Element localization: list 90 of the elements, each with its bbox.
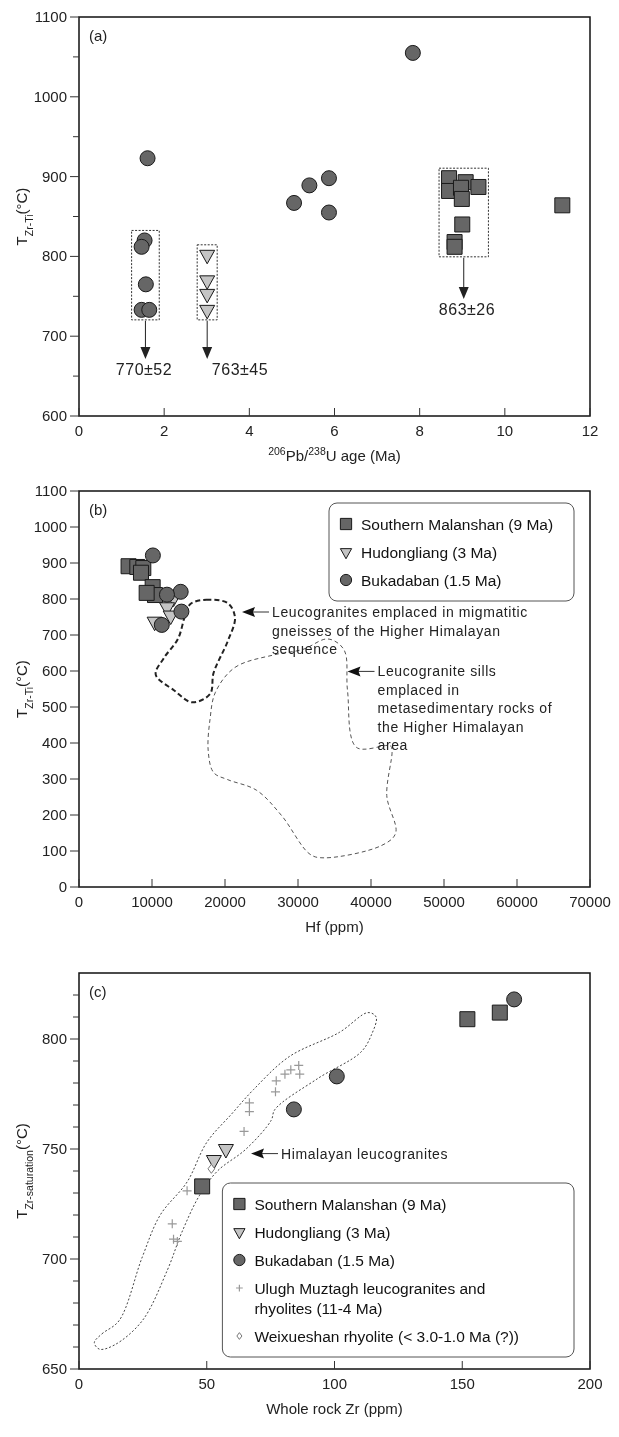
point — [301, 177, 318, 194]
y-tick-label: 1100 — [34, 482, 67, 499]
x-tick-label: 50000 — [423, 893, 465, 910]
point — [286, 194, 303, 211]
x-axis-title: $^{206}$Pb/$^{238}$U age (Ma) — [268, 445, 401, 464]
x-tick-label: 0 — [74, 893, 84, 910]
point — [133, 238, 150, 255]
x-tick-label: 200 — [577, 1375, 603, 1392]
point — [238, 1126, 250, 1137]
y-tick-label: 900 — [41, 554, 67, 571]
y-tick-label: 800 — [41, 1030, 67, 1047]
y-tick-label: 900 — [41, 167, 67, 185]
point — [199, 275, 216, 290]
legend-label: Hudongliang (3 Ma) — [254, 1223, 391, 1241]
point — [320, 204, 337, 221]
x-axis-title: Hf (ppm) — [305, 918, 364, 935]
point — [139, 150, 156, 167]
y-tick-label: 500 — [41, 698, 67, 715]
y-tick-label: 100 — [41, 842, 67, 859]
x-tick-label: 4 — [245, 422, 254, 439]
x-tick-label: 12 — [581, 422, 599, 439]
x-tick-label: 0 — [74, 1375, 84, 1392]
x-tick-label: 2 — [159, 422, 169, 439]
point — [454, 216, 471, 233]
y-tick-label: 600 — [41, 407, 67, 424]
annotation: 770±52 — [115, 361, 173, 379]
legend-label: Bukadaban (1.5 Ma) — [254, 1251, 395, 1269]
point — [199, 249, 216, 265]
legend-label: Southern Malanshan (9 Ma) — [254, 1195, 447, 1213]
y-tick-label: 1000 — [33, 518, 67, 535]
legend-label: Hudongliang (3 Ma) — [361, 543, 498, 561]
x-tick-label: 40000 — [350, 893, 392, 910]
point — [137, 276, 154, 293]
y-tick-label: 1100 — [34, 8, 67, 25]
annotation: Leucogranite sills emplaced in metasedimentary rocks of the Higher Himalayan area — [377, 663, 553, 754]
y-tick-label: 200 — [41, 806, 67, 823]
point — [199, 304, 216, 320]
annotation: (a) — [89, 27, 108, 44]
point — [459, 1011, 476, 1028]
y-tick-label: 800 — [41, 247, 67, 265]
x-tick-label: 10000 — [131, 893, 173, 910]
x-tick-label: 50 — [198, 1375, 216, 1392]
x-tick-label: 6 — [330, 422, 339, 439]
point — [194, 1178, 211, 1195]
x-tick-label: 30000 — [277, 893, 319, 910]
legend-label: Weixueshan rhyolite (< 3.0-1.0 Ma (?)) — [254, 1327, 520, 1345]
point — [141, 301, 158, 318]
annotation: Leucogranites emplaced in migmatitic gneisses of the Higher Himalayan sequence — [272, 604, 528, 657]
y-tick-label: 750 — [41, 1140, 67, 1157]
x-tick-label: 20000 — [204, 893, 246, 910]
point — [199, 288, 216, 304]
y-tick-label: 300 — [41, 770, 67, 787]
annotation: 863±26 — [438, 301, 496, 319]
x-tick-label: 70000 — [569, 893, 611, 910]
legend-label: Bukadaban (1.5 Ma) — [361, 571, 502, 589]
point — [506, 991, 523, 1008]
point — [491, 1004, 508, 1021]
annotation: (c) — [89, 983, 107, 1000]
point — [279, 1069, 291, 1080]
x-tick-label: 0 — [74, 422, 84, 439]
annotation: 763±45 — [211, 361, 269, 379]
x-axis-title: Whole rock Zr (ppm) — [266, 1400, 403, 1417]
annotation: (b) — [89, 501, 108, 518]
point — [285, 1101, 302, 1118]
point — [446, 238, 463, 255]
x-tick-label: 8 — [415, 422, 424, 439]
point — [207, 1163, 216, 1174]
point — [328, 1068, 345, 1085]
x-tick-label: 150 — [449, 1375, 475, 1392]
point — [453, 190, 470, 207]
y-tick-label: 800 — [41, 590, 67, 607]
y-tick-label: 0 — [58, 878, 67, 895]
y-tick-label: 1000 — [33, 87, 67, 105]
x-tick-label: 60000 — [496, 893, 538, 910]
y-tick-label: 400 — [41, 734, 67, 751]
point — [404, 44, 421, 61]
y-tick-label: 600 — [41, 662, 67, 679]
annotation: Himalayan leucogranites — [281, 1145, 449, 1162]
y-tick-label: 700 — [41, 626, 67, 643]
point — [181, 1185, 193, 1196]
y-tick-label: 700 — [41, 1250, 67, 1267]
x-tick-label: 10 — [496, 422, 514, 439]
legend-label: Ulugh Muztagh leucogranites and rhyolites (11-4 Ma) — [254, 1279, 486, 1317]
legend-label: Southern Malanshan (9 Ma) — [361, 515, 554, 533]
y-tick-label: 700 — [41, 327, 67, 345]
point — [320, 170, 337, 187]
point — [554, 197, 571, 214]
x-tick-label: 100 — [321, 1375, 348, 1392]
y-tick-label: 650 — [41, 1360, 67, 1377]
point — [470, 178, 487, 195]
